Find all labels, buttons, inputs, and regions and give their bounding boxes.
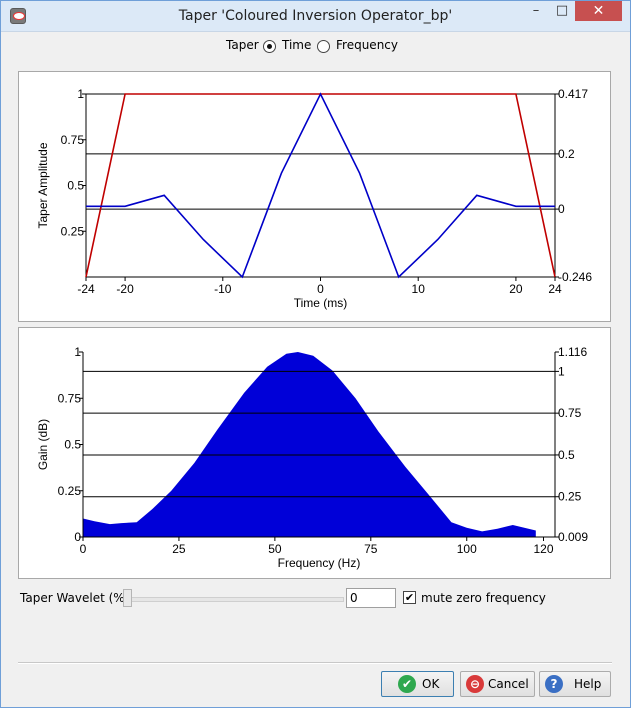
y-right-tick-label: 0.009 xyxy=(558,530,588,544)
y-left-tick-label: 0.25 xyxy=(61,224,85,238)
x-tick-label: 0 xyxy=(317,282,324,296)
ok-button[interactable]: ✔ OK xyxy=(381,671,454,697)
operator-line xyxy=(86,92,555,279)
cancel-button[interactable]: ⊖ Cancel xyxy=(460,671,535,697)
help-label: Help xyxy=(574,677,602,691)
question-icon: ? xyxy=(545,675,563,693)
mute-zero-checkbox[interactable]: ✔ xyxy=(403,591,416,604)
x-tick-label: 10 xyxy=(412,282,426,296)
cancel-label: Cancel xyxy=(488,677,529,691)
y-right-tick-label: -0.246 xyxy=(558,270,592,284)
y-left-tick-label: 0 xyxy=(74,530,81,544)
x-tick-label: 75 xyxy=(364,542,378,556)
y-left-tick-label: 0.75 xyxy=(61,133,85,147)
app-icon xyxy=(10,8,26,24)
y-left-tick-label: 1 xyxy=(74,345,81,359)
y-right-tick-label: 1.116 xyxy=(558,345,587,359)
y-right-tick-label: 0.2 xyxy=(558,147,575,161)
x-tick-label: 100 xyxy=(457,542,477,556)
ok-label: OK xyxy=(422,677,440,691)
maximize-button[interactable]: □ xyxy=(555,3,569,18)
spectrum-area xyxy=(83,352,536,537)
x-tick-label: -24 xyxy=(77,282,95,296)
taper-line xyxy=(85,93,556,278)
y-left-tick-label: 1 xyxy=(77,87,84,101)
title-bar[interactable]: Taper 'Coloured Inversion Operator_bp' –… xyxy=(1,1,630,32)
check-circle-icon: ✔ xyxy=(398,675,416,693)
y-left-tick-label: 0.75 xyxy=(58,391,82,405)
y-axis-label: Gain (dB) xyxy=(36,419,50,470)
y-right-tick-label: 0 xyxy=(558,202,565,216)
x-axis-label: Time (ms) xyxy=(294,296,348,310)
y-axis-label: Taper Amplitude xyxy=(36,142,50,228)
y-left-tick-label: 0.5 xyxy=(64,438,81,452)
y-right-tick-label: 1 xyxy=(558,364,565,378)
radio-time-label[interactable]: Time xyxy=(282,38,312,52)
x-tick-label: -20 xyxy=(116,282,134,296)
close-button[interactable]: ✕ xyxy=(575,1,622,21)
frequency-chart-panel: 0 25 50 75 100 120 1 0.75 0.5 0.25 0 1.116 1 0.75 0.5 0… xyxy=(18,327,611,579)
frequency-chart[interactable]: 0 25 50 75 100 120 1 0.75 0.5 0.25 0 1.116 1 0.75 0.5 0… xyxy=(19,328,610,578)
no-entry-icon: ⊖ xyxy=(466,675,484,693)
x-tick-label: 0 xyxy=(80,542,87,556)
minimize-button[interactable]: – xyxy=(532,3,540,18)
taper-wavelet-label: Taper Wavelet (%) xyxy=(20,591,130,605)
x-tick-label: -10 xyxy=(214,282,232,296)
x-tick-label: 120 xyxy=(533,542,553,556)
x-tick-label: 20 xyxy=(509,282,523,296)
taper-wavelet-input[interactable]: 0 xyxy=(346,588,396,608)
taper-mode-label: Taper xyxy=(226,38,259,52)
y-left-tick-label: 0.25 xyxy=(58,484,82,498)
radio-time[interactable] xyxy=(263,40,276,53)
taper-wavelet-slider-thumb[interactable] xyxy=(123,589,132,607)
separator xyxy=(18,662,612,664)
radio-frequency-label[interactable]: Frequency xyxy=(336,38,398,52)
x-tick-label: 24 xyxy=(548,282,562,296)
taper-wavelet-slider-track[interactable] xyxy=(123,597,344,602)
y-right-tick-label: 0.25 xyxy=(558,490,582,504)
time-chart[interactable]: -24 -20 -10 0 10 20 24 1 0.75 0.5 0.25 0.417 0.2 0 -0.… xyxy=(19,72,610,321)
x-tick-label: 50 xyxy=(268,542,282,556)
y-right-tick-label: 0.417 xyxy=(558,87,588,101)
y-right-tick-label: 0.5 xyxy=(558,448,575,462)
mute-zero-label[interactable]: mute zero frequency xyxy=(421,591,546,605)
time-chart-panel: -24 -20 -10 0 10 20 24 1 0.75 0.5 0.25 0.417 0.2 0 -0.… xyxy=(18,71,611,322)
x-tick-label: 25 xyxy=(172,542,186,556)
y-left-tick-label: 0.5 xyxy=(67,179,84,193)
window-title: Taper 'Coloured Inversion Operator_bp' xyxy=(178,8,453,24)
radio-frequency[interactable] xyxy=(317,40,330,53)
help-button[interactable]: ? Help xyxy=(539,671,611,697)
y-right-tick-label: 0.75 xyxy=(558,406,582,420)
x-axis-label: Frequency (Hz) xyxy=(278,556,361,570)
